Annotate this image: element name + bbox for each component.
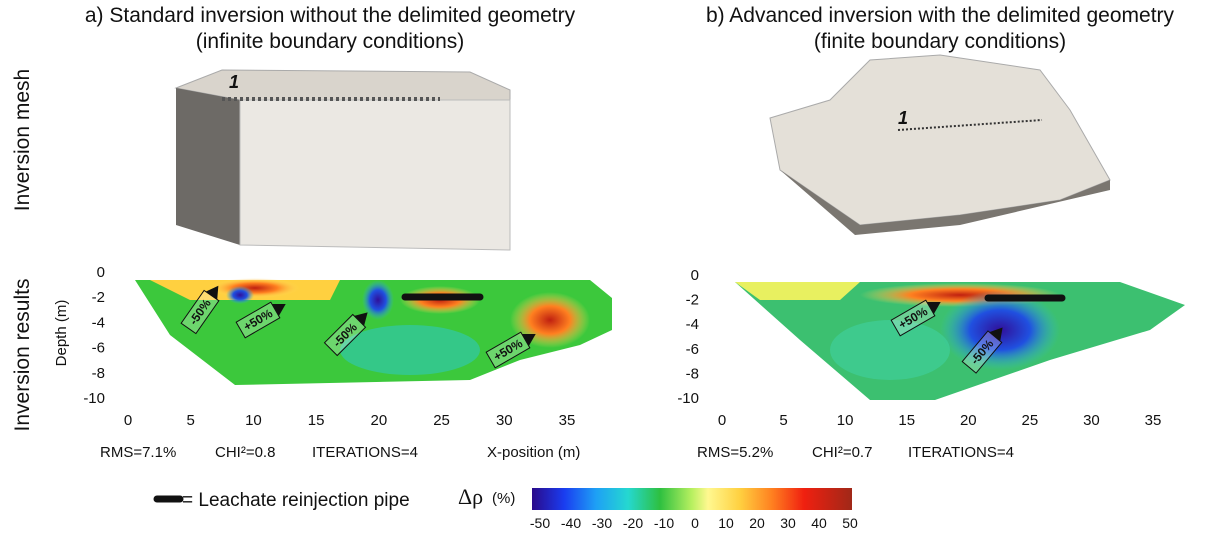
colorbar-tick-label: 40 [811, 515, 827, 531]
x-tick-label: 35 [559, 412, 576, 429]
y-tick-label: 0 [691, 267, 699, 284]
x-tick-label: 20 [960, 412, 977, 429]
x-tick-label: 0 [718, 412, 726, 429]
annotation-arrow [989, 327, 1003, 342]
y-tick-label: -2 [92, 289, 105, 306]
panel-title: b) Advanced inversion with the delimited… [706, 4, 1175, 27]
y-tick-label: -10 [83, 390, 105, 407]
y-tick-label: -6 [92, 340, 105, 357]
y-tick-label: -4 [92, 314, 105, 331]
section-b [735, 282, 1185, 400]
colorbar-tick-label: -10 [654, 515, 674, 531]
row-label: Inversion mesh [11, 69, 34, 211]
y-tick-label: 0 [97, 264, 105, 281]
annotation-box [485, 331, 531, 369]
stat: ITERATIONS=4 [908, 444, 1014, 461]
colorbar-tick-label: -20 [623, 515, 643, 531]
row-label: Inversion results [11, 279, 34, 432]
annotation-arrow [354, 312, 368, 326]
x-tick-label: 5 [187, 412, 195, 429]
y-tick-label: -6 [686, 341, 699, 358]
x-tick-label: 5 [779, 412, 787, 429]
y-tick-label: -10 [677, 390, 699, 407]
x-tick-label: 25 [1022, 412, 1039, 429]
y-tick-label: -8 [92, 365, 105, 382]
colorbar-symbol: Δρ [458, 484, 483, 509]
panel-subtitle: (infinite boundary conditions) [196, 30, 465, 53]
annotation-box [890, 299, 936, 337]
x-tick-label: 10 [245, 412, 262, 429]
colorbar-tick-label: 30 [780, 515, 796, 531]
x-tick-label: 15 [308, 412, 325, 429]
x-tick-label: 25 [433, 412, 450, 429]
colorbar-tick-label: 10 [718, 515, 734, 531]
x-axis-label: X-position (m) [487, 444, 580, 461]
stat: RMS=7.1% [100, 444, 176, 461]
stat: CHI²=0.7 [812, 444, 872, 461]
colorbar-tick-label: 0 [691, 515, 699, 531]
stat: ITERATIONS=4 [312, 444, 418, 461]
x-tick-label: 10 [837, 412, 854, 429]
panel-title: a) Standard inversion without the delimi… [85, 4, 576, 27]
panel-subtitle: (finite boundary conditions) [814, 30, 1066, 53]
annotation-arrow [205, 285, 219, 300]
x-tick-label: 20 [371, 412, 388, 429]
colorbar-tick-label: 20 [749, 515, 765, 531]
colorbar-unit: (%) [492, 490, 515, 507]
annotation-box [180, 289, 220, 335]
colorbar-tick-label: -40 [561, 515, 581, 531]
mesh-b [769, 54, 1111, 235]
legend-label: = Leachate reinjection pipe [182, 490, 410, 511]
x-tick-label: 15 [898, 412, 915, 429]
annotation-arrow [926, 301, 941, 315]
annotation-box [235, 301, 281, 339]
colorbar-tick-label: -30 [592, 515, 612, 531]
x-tick-label: 30 [496, 412, 513, 429]
colorbar-tick-label: 50 [842, 515, 858, 531]
y-tick-label: -2 [686, 292, 699, 309]
x-tick-label: 35 [1145, 412, 1162, 429]
annotation-arrow [271, 303, 286, 317]
axis-label: Depth (m) [53, 300, 70, 367]
x-tick-label: 30 [1083, 412, 1100, 429]
stat: CHI²=0.8 [215, 444, 275, 461]
stat: RMS=5.2% [697, 444, 773, 461]
colorbar [532, 488, 852, 510]
mesh-a [174, 69, 511, 251]
x-tick-label: 0 [124, 412, 132, 429]
profile-label: 1 [898, 108, 908, 128]
profile-label: 1 [229, 72, 239, 92]
y-tick-label: -8 [686, 365, 699, 382]
colorbar-tick-label: -50 [530, 515, 550, 531]
annotation-arrow [521, 333, 536, 347]
y-tick-label: -4 [686, 316, 699, 333]
